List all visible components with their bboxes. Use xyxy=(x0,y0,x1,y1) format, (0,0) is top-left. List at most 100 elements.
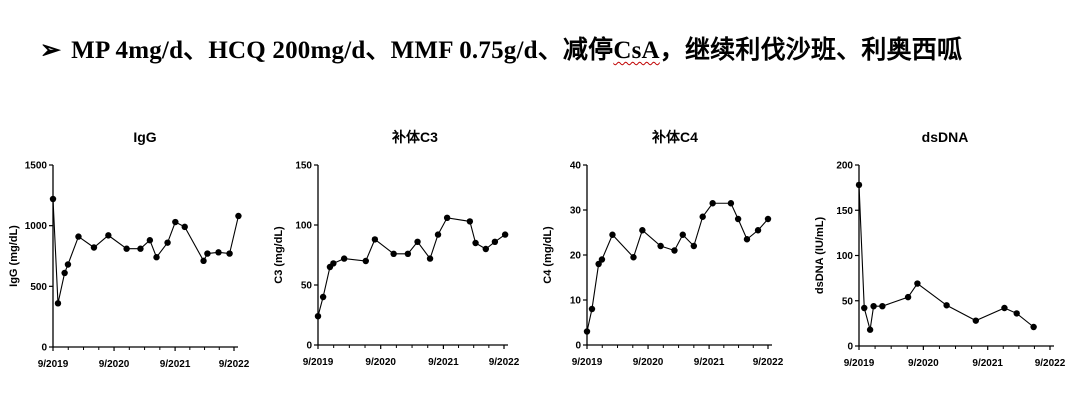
y-tick-label: 150 xyxy=(295,161,312,172)
data-point xyxy=(90,244,98,251)
headline-text-pre: MP 4mg/d、HCQ 200mg/d、MMF 0.75g/d、减停 xyxy=(71,37,614,64)
chart-title: 补体C4 xyxy=(651,129,698,145)
y-tick-label: 500 xyxy=(30,282,47,293)
data-point xyxy=(690,242,698,250)
data-point xyxy=(491,238,499,245)
y-tick-label: 10 xyxy=(570,296,582,307)
y-axis-label: C4 (mg/dL) xyxy=(542,226,554,284)
data-point xyxy=(404,250,412,257)
y-tick-label: 30 xyxy=(570,206,582,217)
data-point xyxy=(709,200,716,207)
x-tick-label: 9/2020 xyxy=(365,357,396,368)
data-point xyxy=(679,231,686,238)
data-point xyxy=(434,231,442,238)
data-point xyxy=(414,238,421,245)
data-point xyxy=(443,214,451,221)
data-point xyxy=(583,328,591,335)
c4-chart: 补体C4 C4 (mg/dL) 0 10 20 30 40 9/2019 9/2020 9/202… xyxy=(542,129,784,368)
x-tick-label: 9/2021 xyxy=(160,359,191,370)
igg-chart: IgG IgG (mg/dL) 0 500 1000 1500 9/2019 9/2020 9/… xyxy=(8,129,250,370)
series-line xyxy=(52,198,239,304)
c3-chart: 补体C3 C3 (mg/dL) 0 50 100 150 9/2019 9/2020 9/202… xyxy=(273,129,520,368)
data-point xyxy=(49,195,57,203)
series-line xyxy=(317,217,506,317)
data-point xyxy=(172,218,179,226)
data-point xyxy=(235,212,242,220)
x-tick-label: 9/2020 xyxy=(633,357,664,368)
x-tick-label: 9/2022 xyxy=(489,357,520,368)
y-axis-label: C3 (mg/dL) xyxy=(273,226,285,284)
data-point xyxy=(1030,323,1037,331)
data-point xyxy=(105,232,112,239)
y-tick-label: 0 xyxy=(575,341,581,352)
y-tick-label: 100 xyxy=(295,221,312,232)
chart-title: 补体C3 xyxy=(391,129,438,145)
data-point xyxy=(657,242,664,250)
chart-title: dsDNA xyxy=(922,129,969,145)
y-tick-label: 200 xyxy=(836,161,853,172)
data-point xyxy=(595,260,602,268)
data-point xyxy=(734,215,742,223)
data-point xyxy=(588,305,596,313)
data-point xyxy=(914,280,921,287)
data-point xyxy=(340,255,348,262)
y-tick-label: 20 xyxy=(570,251,582,262)
y-tick-label: 1000 xyxy=(25,221,48,232)
data-point xyxy=(319,293,327,301)
data-point xyxy=(362,257,369,265)
slide-headline: ➢ MP 4mg/d、HCQ 200mg/d、MMF 0.75g/d、减停CsA，… xyxy=(40,30,962,66)
chart-title: IgG xyxy=(133,129,156,145)
headline-text-post: ，继续利伐沙班、利奥西呱 xyxy=(659,37,963,64)
data-point xyxy=(330,260,337,267)
series-line xyxy=(586,202,769,332)
data-point xyxy=(1013,310,1020,317)
y-tick-label: 50 xyxy=(842,296,854,307)
y-tick-label: 150 xyxy=(836,206,853,217)
y-tick-label: 0 xyxy=(847,342,853,353)
headline-text-csa: CsA xyxy=(613,37,660,64)
data-point xyxy=(137,245,144,252)
data-point xyxy=(123,245,130,252)
data-point xyxy=(598,256,606,263)
y-axis-label: dsDNA (IU/mL) xyxy=(814,217,826,295)
data-point xyxy=(64,261,72,268)
x-tick-label: 9/2022 xyxy=(219,359,250,370)
data-point xyxy=(200,257,207,265)
data-point xyxy=(639,227,646,234)
data-point xyxy=(671,247,678,254)
x-tick-label: 9/2021 xyxy=(428,357,459,368)
data-point xyxy=(861,304,868,312)
bullet-arrow-icon: ➢ xyxy=(40,37,62,64)
data-point xyxy=(754,227,762,234)
data-point xyxy=(215,249,222,256)
y-tick-label: 1500 xyxy=(25,161,48,172)
data-point xyxy=(904,293,912,301)
data-point xyxy=(855,181,863,189)
x-tick-label: 9/2021 xyxy=(972,358,1003,369)
data-point xyxy=(1001,304,1008,312)
data-point xyxy=(54,300,62,307)
data-point xyxy=(61,269,68,277)
data-point xyxy=(426,255,434,262)
x-tick-label: 9/2020 xyxy=(908,358,939,369)
x-tick-label: 9/2021 xyxy=(694,357,725,368)
data-point xyxy=(153,254,160,261)
y-tick-label: 40 xyxy=(570,161,582,172)
data-point xyxy=(609,231,616,238)
data-point xyxy=(743,236,751,243)
x-tick-label: 9/2022 xyxy=(753,357,784,368)
data-point xyxy=(472,239,479,247)
data-point xyxy=(390,250,397,257)
data-point xyxy=(314,313,322,320)
data-point xyxy=(164,239,171,246)
data-point xyxy=(972,317,980,324)
data-point xyxy=(879,302,886,310)
y-tick-label: 0 xyxy=(306,341,312,352)
x-tick-label: 9/2022 xyxy=(1035,358,1066,369)
data-point xyxy=(630,254,637,261)
x-tick-label: 9/2019 xyxy=(844,358,875,369)
data-point xyxy=(146,237,154,244)
data-point xyxy=(371,236,379,243)
data-point xyxy=(727,200,735,207)
y-tick-label: 0 xyxy=(41,343,47,354)
